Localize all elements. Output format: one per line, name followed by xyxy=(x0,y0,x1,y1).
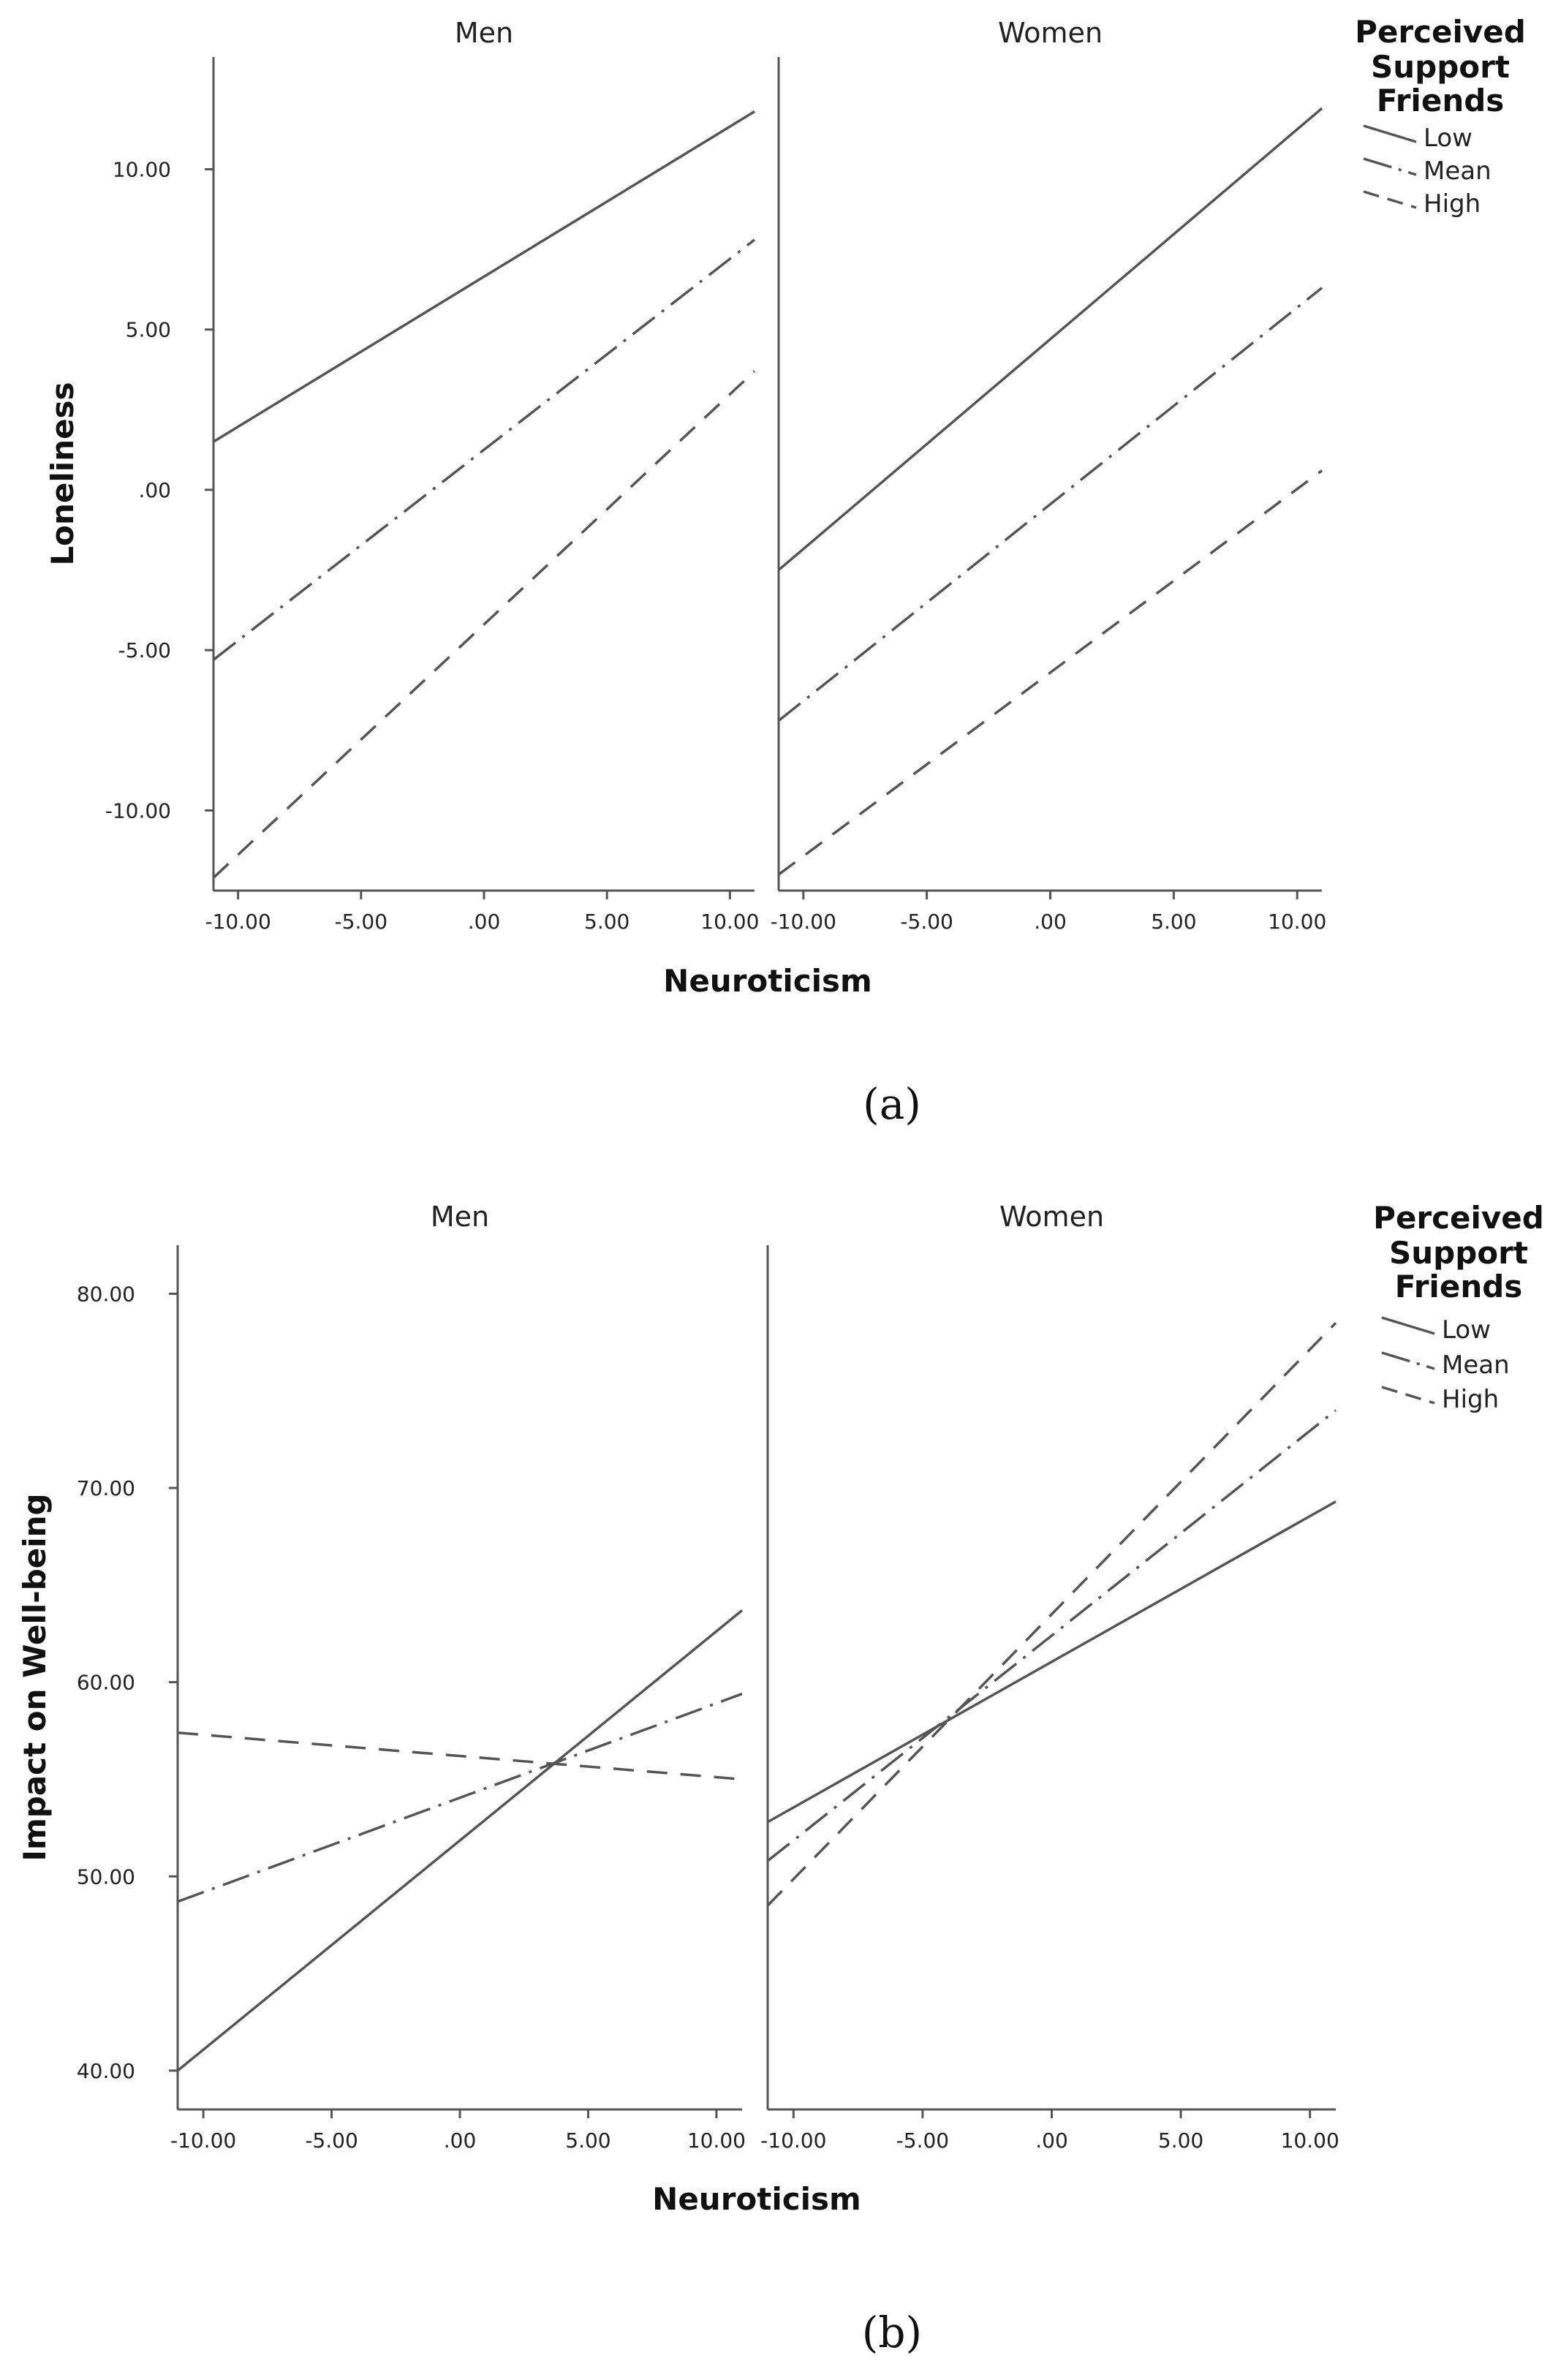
panel-men: Men -10.00 -5.00 .00 5.00 10.00 40.00 50.00 60.0… xyxy=(77,1201,746,2153)
legend-swatch-mean xyxy=(1381,1351,1435,1370)
x-tick-label: .00 xyxy=(1034,910,1067,934)
x-tick-label: 10.00 xyxy=(700,910,759,934)
legend-label-mean: Mean xyxy=(1442,1350,1510,1380)
y-tick-label: 5.00 xyxy=(126,318,171,342)
series-low-line xyxy=(176,1609,744,2072)
legend-swatch-high xyxy=(1363,190,1417,209)
panel-title: Women xyxy=(998,17,1103,49)
series-high-line xyxy=(212,370,756,879)
legend-label-low: Low xyxy=(1424,124,1472,153)
series-low-line xyxy=(213,110,755,443)
legend-label-high: High xyxy=(1424,189,1481,219)
series-mean-line xyxy=(177,1692,743,1903)
x-tick-label: -5.00 xyxy=(305,2128,358,2153)
x-tick-label: 5.00 xyxy=(1151,910,1196,934)
series-low-line xyxy=(777,107,1323,571)
chart-a: Men -10.00 -5.00 .00 5.00 10.00 -10.00 -5.00 .00… xyxy=(45,14,1526,1129)
y-tick-label: 80.00 xyxy=(77,1282,135,1306)
legend-title: Support xyxy=(1371,49,1510,85)
y-tick-label: -5.00 xyxy=(118,638,171,662)
y-tick-label: 40.00 xyxy=(77,2059,135,2083)
x-tick-label: -10.00 xyxy=(205,910,271,934)
x-tick-label: .00 xyxy=(1035,2128,1068,2153)
legend-swatch-low xyxy=(1363,124,1417,143)
series-mean-line xyxy=(212,238,756,661)
legend-title: Friends xyxy=(1377,83,1505,118)
legend-swatch-high xyxy=(1381,1386,1435,1405)
panel-men: Men -10.00 -5.00 .00 5.00 10.00 -10.00 -5.00 .00… xyxy=(105,17,760,934)
series-low-line xyxy=(767,1500,1337,1824)
series-mean-line xyxy=(766,1409,1337,1862)
x-tick-label: -5.00 xyxy=(896,2128,949,2153)
x-axis-label: Neuroticism xyxy=(652,2181,861,2217)
y-axis-label: Loneliness xyxy=(45,382,80,565)
series-mean-line xyxy=(777,287,1323,722)
figure-caption: (a) xyxy=(863,1079,921,1129)
series-high-line xyxy=(777,469,1323,876)
y-tick-label: 50.00 xyxy=(77,1865,135,1889)
y-tick-label: -10.00 xyxy=(105,798,171,823)
panel-title: Women xyxy=(999,1201,1104,1233)
legend-label-low: Low xyxy=(1442,1315,1491,1345)
panel-women: Women -10.00 -5.00 .00 5.00 10.00 xyxy=(760,1201,1339,2153)
y-tick-label: 70.00 xyxy=(77,1476,135,1500)
chart-b: Men -10.00 -5.00 .00 5.00 10.00 40.00 50.00 60.0… xyxy=(17,1200,1544,2357)
x-tick-label: -10.00 xyxy=(760,2128,826,2153)
legend-swatch-mean xyxy=(1363,157,1417,176)
x-tick-label: 5.00 xyxy=(1158,2128,1203,2153)
x-tick-label: -5.00 xyxy=(900,910,953,934)
x-tick-label: -10.00 xyxy=(170,2128,236,2153)
x-tick-label: 10.00 xyxy=(687,2128,746,2153)
x-tick-label: -10.00 xyxy=(771,910,836,934)
x-tick-label: .00 xyxy=(468,910,501,934)
y-tick-label: 10.00 xyxy=(113,157,171,181)
panel-title: Men xyxy=(431,1201,489,1233)
legend-label-high: High xyxy=(1442,1385,1499,1414)
x-tick-label: 5.00 xyxy=(565,2128,610,2153)
legend-label-mean: Mean xyxy=(1424,156,1492,186)
legend-title: Support xyxy=(1389,1235,1528,1271)
x-tick-label: 10.00 xyxy=(1281,2128,1339,2153)
panel-title: Men xyxy=(455,17,513,49)
x-tick-label: .00 xyxy=(444,2128,477,2153)
x-tick-label: 10.00 xyxy=(1268,910,1326,934)
legend-swatch-low xyxy=(1381,1316,1435,1335)
series-high-line xyxy=(766,1322,1337,1907)
y-tick-label: .00 xyxy=(138,478,171,502)
legend-title: Perceived xyxy=(1355,14,1526,50)
y-tick-label: 60.00 xyxy=(77,1671,135,1695)
figure-caption: (b) xyxy=(862,2308,922,2357)
series-high-line xyxy=(177,1731,743,1781)
panel-women: Women -10.00 -5.00 .00 5.00 10.00 xyxy=(771,17,1327,934)
y-axis-label: Impact on Well-being xyxy=(17,1493,53,1861)
x-tick-label: 5.00 xyxy=(584,910,630,934)
legend-title: Perceived xyxy=(1373,1200,1544,1236)
x-tick-label: -5.00 xyxy=(335,910,388,934)
x-axis-label: Neuroticism xyxy=(663,963,872,999)
legend-title: Friends xyxy=(1395,1269,1523,1304)
